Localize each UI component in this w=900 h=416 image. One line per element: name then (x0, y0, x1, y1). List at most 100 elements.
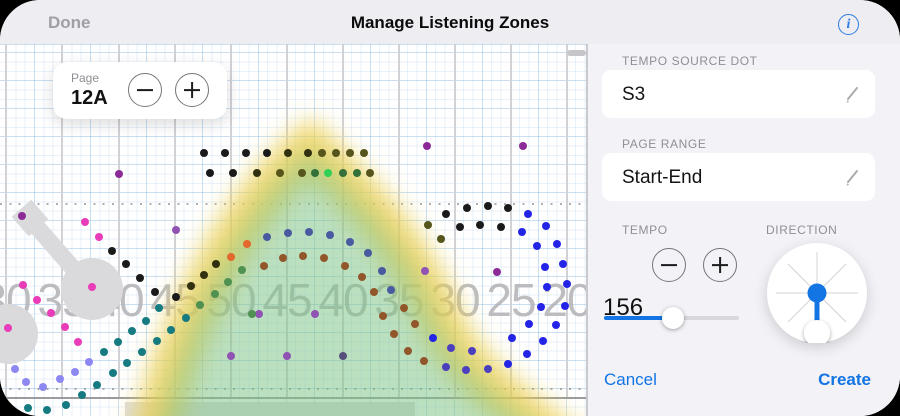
performer-dot[interactable] (227, 253, 235, 261)
performer-dot[interactable] (123, 359, 131, 367)
performer-dot[interactable] (493, 268, 501, 276)
performer-dot[interactable] (136, 274, 144, 282)
performer-dot[interactable] (497, 223, 505, 231)
performer-dot[interactable] (563, 280, 571, 288)
performer-dot[interactable] (299, 252, 307, 260)
performer-dot[interactable] (61, 323, 69, 331)
performer-dot[interactable] (468, 347, 476, 355)
performer-dot[interactable] (88, 283, 96, 291)
performer-dot[interactable] (172, 293, 180, 301)
page-range-field[interactable]: Start-End (602, 153, 875, 201)
performer-dot[interactable] (304, 149, 312, 157)
performer-dot[interactable] (298, 169, 306, 177)
performer-dot[interactable] (248, 310, 256, 318)
performer-dot[interactable] (109, 369, 117, 377)
performer-dot[interactable] (62, 401, 70, 409)
performer-dot[interactable] (33, 296, 41, 304)
performer-dot[interactable] (542, 222, 550, 230)
performer-dot[interactable] (74, 338, 82, 346)
create-button[interactable]: Create (818, 370, 871, 389)
performer-dot[interactable] (318, 149, 326, 157)
performer-dot[interactable] (115, 170, 123, 178)
performer-dot[interactable] (229, 169, 237, 177)
page-plus-button[interactable] (175, 73, 209, 107)
performer-dot[interactable] (447, 344, 455, 352)
performer-dot[interactable] (559, 260, 567, 268)
performer-dot[interactable] (71, 368, 79, 376)
performer-dot[interactable] (153, 337, 161, 345)
performer-dot[interactable] (206, 169, 214, 177)
performer-dot[interactable] (18, 212, 26, 220)
performer-dot[interactable] (437, 235, 445, 243)
performer-dot[interactable] (19, 281, 27, 289)
performer-dot[interactable] (462, 366, 470, 374)
performer-dot[interactable] (93, 381, 101, 389)
performer-dot[interactable] (519, 142, 527, 150)
performer-dot[interactable] (187, 282, 195, 290)
performer-dot[interactable] (255, 310, 263, 318)
performer-dot[interactable] (108, 247, 116, 255)
performer-dot[interactable] (423, 142, 431, 150)
performer-dot[interactable] (260, 262, 268, 270)
performer-dot[interactable] (379, 312, 387, 320)
performer-dot[interactable] (346, 238, 354, 246)
performer-dot[interactable] (341, 262, 349, 270)
performer-dot[interactable] (172, 226, 180, 234)
performer-dot[interactable] (339, 169, 347, 177)
performer-dot[interactable] (524, 210, 532, 218)
performer-dot[interactable] (212, 260, 220, 268)
performer-dot[interactable] (155, 304, 163, 312)
performer-dot[interactable] (238, 266, 246, 274)
performer-dot[interactable] (523, 350, 531, 358)
performer-dot[interactable] (533, 242, 541, 250)
performer-dot[interactable] (138, 348, 146, 356)
performer-dot[interactable] (311, 310, 319, 318)
performer-dot[interactable] (122, 260, 130, 268)
performer-dot[interactable] (332, 149, 340, 157)
performer-dot[interactable] (243, 240, 251, 248)
performer-dot[interactable] (78, 391, 86, 399)
performer-dot[interactable] (370, 288, 378, 296)
performer-dot[interactable] (442, 210, 450, 218)
performer-dot[interactable] (128, 327, 136, 335)
performer-dot[interactable] (47, 309, 55, 317)
performer-dot[interactable] (253, 169, 261, 177)
performer-dot[interactable] (24, 404, 32, 412)
performer-dot[interactable] (364, 249, 372, 257)
tempo-slider-thumb[interactable] (662, 307, 684, 329)
tempo-minus-button[interactable] (652, 248, 686, 282)
performer-dot[interactable] (442, 363, 450, 371)
performer-dot[interactable] (200, 149, 208, 157)
info-icon[interactable]: i (838, 14, 859, 35)
performer-dot[interactable] (43, 406, 51, 414)
performer-dot[interactable] (221, 149, 229, 157)
performer-dot[interactable] (504, 204, 512, 212)
performer-dot[interactable] (378, 267, 386, 275)
done-button[interactable]: Done (48, 13, 91, 32)
performer-dot[interactable] (95, 233, 103, 241)
performer-dot[interactable] (4, 324, 12, 332)
performer-dot[interactable] (11, 365, 19, 373)
cancel-button[interactable]: Cancel (604, 370, 657, 389)
performer-dot[interactable] (360, 149, 368, 157)
performer-dot[interactable] (518, 228, 526, 236)
performer-dot[interactable] (390, 330, 398, 338)
performer-dot[interactable] (276, 169, 284, 177)
performer-dot[interactable] (39, 383, 47, 391)
performer-dot[interactable] (508, 334, 516, 342)
performer-dot[interactable] (400, 304, 408, 312)
performer-dot[interactable] (561, 302, 569, 310)
performer-dot[interactable] (167, 326, 175, 334)
performer-dot[interactable] (476, 221, 484, 229)
performer-dot[interactable] (525, 320, 533, 328)
performer-dot[interactable] (56, 375, 64, 383)
edit-pencil-icon[interactable] (843, 85, 861, 103)
performer-dot[interactable] (284, 229, 292, 237)
performer-dot[interactable] (196, 301, 204, 309)
performer-dot[interactable] (311, 169, 319, 177)
performer-dot[interactable] (200, 271, 208, 279)
performer-dot[interactable] (81, 218, 89, 226)
performer-dot[interactable] (353, 169, 361, 177)
performer-dot[interactable] (284, 149, 292, 157)
tempo-source-dot-selected[interactable] (324, 169, 332, 177)
